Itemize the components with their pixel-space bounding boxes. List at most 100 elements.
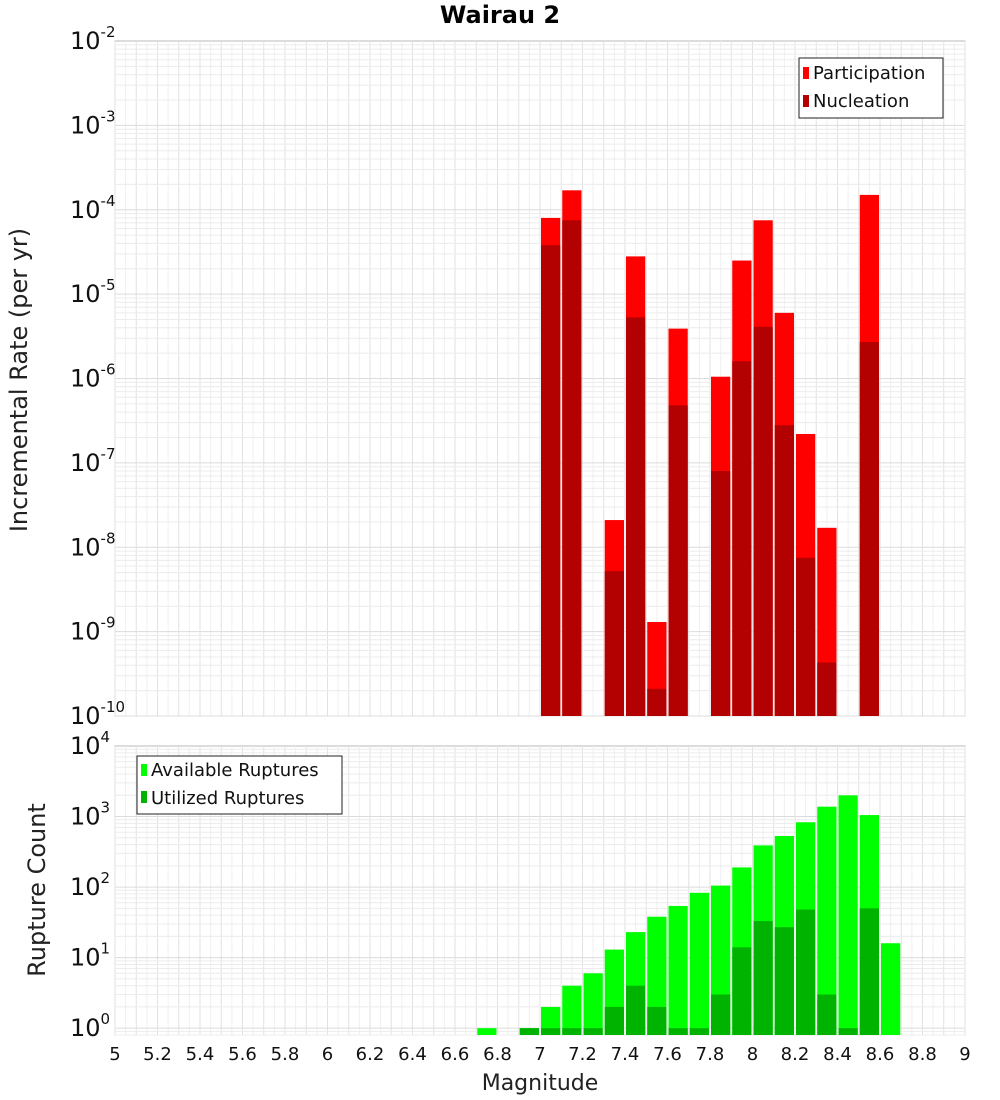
x-tick-label: 8 <box>747 1044 758 1065</box>
x-tick-label: 6.4 <box>398 1044 427 1065</box>
x-tick-label: 7.4 <box>611 1044 640 1065</box>
bottom-bar-available-ruptures <box>881 943 901 1035</box>
bottom-bar-utilized-ruptures <box>838 1028 858 1035</box>
x-tick-label: 8.4 <box>823 1044 852 1065</box>
legend-label-nucleation: Nucleation <box>813 91 909 112</box>
top-legend-box <box>798 57 944 119</box>
bottom-bar-utilized-ruptures <box>541 1028 561 1035</box>
top-y-tick-label: 10-6 <box>70 361 116 393</box>
legend-swatch-available-ruptures <box>141 764 147 776</box>
bottom-y-ticks: 100 101 102 103 104 <box>70 728 110 1042</box>
x-tick-label: 6.8 <box>483 1044 512 1065</box>
x-axis-label: Magnitude <box>482 1071 599 1096</box>
x-tick-label: 7 <box>534 1044 545 1065</box>
top-y-tick-label: 10-3 <box>70 107 116 139</box>
bottom-bar-available-ruptures <box>668 905 688 1035</box>
top-bar-nucleation <box>817 662 837 716</box>
x-tick-label: 5.2 <box>143 1044 172 1065</box>
top-y-tick-label: 10-5 <box>70 276 116 308</box>
top-bars <box>541 190 879 717</box>
x-tick-label: 5.4 <box>186 1044 215 1065</box>
bottom-bar-utilized-ruptures <box>519 1028 539 1035</box>
top-y-tick-label: 10-7 <box>70 445 116 477</box>
bottom-y-tick-label: 104 <box>70 728 110 760</box>
top-bar-nucleation <box>796 557 816 716</box>
x-tick-label: 7.2 <box>568 1044 597 1065</box>
x-tick-label: 5.8 <box>271 1044 300 1065</box>
top-bar-nucleation <box>668 405 688 716</box>
top-y-axis-label: Incremental Rate (per yr) <box>5 228 33 532</box>
top-bar-nucleation <box>711 471 731 716</box>
top-y-tick-label: 10-8 <box>70 529 116 561</box>
bottom-bar-available-ruptures <box>583 973 603 1035</box>
bottom-bar-utilized-ruptures <box>817 994 837 1035</box>
bottom-bar-available-ruptures <box>838 795 858 1035</box>
bottom-bar-available-ruptures <box>647 916 667 1035</box>
bottom-legend: Available Ruptures Utilized Ruptures <box>136 755 343 815</box>
bottom-y-axis-label: Rupture Count <box>23 803 51 977</box>
chart-title: Wairau 2 <box>440 1 560 29</box>
bottom-bar-available-ruptures <box>477 1028 497 1035</box>
bottom-bar-utilized-ruptures <box>626 985 646 1035</box>
top-bar-nucleation <box>753 326 773 716</box>
bottom-bar-utilized-ruptures <box>647 1006 667 1035</box>
top-bar-nucleation <box>562 220 582 717</box>
x-tick-label: 7.6 <box>653 1044 682 1065</box>
top-bar-nucleation <box>774 425 794 716</box>
bottom-bar-utilized-ruptures <box>796 909 816 1035</box>
top-legend: Participation Nucleation <box>798 57 944 119</box>
bottom-legend-box <box>136 755 343 815</box>
x-tick-label: 6.2 <box>356 1044 385 1065</box>
bottom-y-tick-label: 100 <box>70 1010 110 1042</box>
x-tick-label: 6.6 <box>441 1044 470 1065</box>
x-tick-label: 6 <box>322 1044 333 1065</box>
bottom-bar-utilized-ruptures <box>774 927 794 1035</box>
bottom-bar-utilized-ruptures <box>732 947 752 1035</box>
top-y-tick-label: 10-9 <box>70 614 116 646</box>
top-bar-nucleation <box>541 245 561 717</box>
top-y-tick-label: 10-2 <box>70 23 116 55</box>
top-grid <box>114 41 966 717</box>
top-bar-nucleation <box>732 361 752 716</box>
top-bar-nucleation <box>604 571 624 716</box>
bottom-panel: 100 101 102 103 104 5 5.2 5.4 5.6 5.8 6 6.2 6.4 6.6 6… <box>23 728 971 1096</box>
legend-label-available-ruptures: Available Ruptures <box>151 760 319 781</box>
legend-swatch-utilized-ruptures <box>141 791 147 803</box>
x-tick-label: 5.6 <box>228 1044 257 1065</box>
top-y-tick-label: 10-4 <box>70 192 116 224</box>
bottom-bar-utilized-ruptures <box>604 1006 624 1035</box>
x-tick-label: 8.2 <box>781 1044 810 1065</box>
legend-label-utilized-ruptures: Utilized Ruptures <box>151 788 304 809</box>
bottom-bar-utilized-ruptures <box>583 1028 603 1035</box>
x-tick-label: 5 <box>109 1044 120 1065</box>
top-panel: 10-10 10-9 10-8 10-7 10-6 10-5 10-4 10-3 10-2 In… <box>5 23 966 730</box>
legend-swatch-participation <box>803 67 809 79</box>
x-ticks: 5 5.2 5.4 5.6 5.8 6 6.2 6.4 6.6 6.8 7 7.2 7.4 7.6 7.8 8… <box>109 1044 970 1065</box>
bottom-bar-available-ruptures <box>817 806 837 1035</box>
legend-label-participation: Participation <box>813 63 925 84</box>
bottom-bar-utilized-ruptures <box>711 994 731 1035</box>
top-y-ticks: 10-10 10-9 10-8 10-7 10-6 10-5 10-4 10-3 10-2 <box>70 23 125 730</box>
top-y-tick-label: 10-10 <box>70 698 125 730</box>
bottom-bars <box>477 795 901 1035</box>
bottom-bar-available-ruptures <box>541 1006 561 1035</box>
bottom-y-tick-label: 101 <box>70 940 110 972</box>
bottom-bar-utilized-ruptures <box>562 1028 582 1035</box>
legend-swatch-nucleation <box>803 95 809 107</box>
bottom-bar-utilized-ruptures <box>753 921 773 1035</box>
x-tick-label: 9 <box>959 1044 970 1065</box>
top-bar-nucleation <box>859 342 879 716</box>
top-bar-nucleation <box>647 688 667 716</box>
bottom-bar-utilized-ruptures <box>689 1028 709 1035</box>
bottom-bar-available-ruptures <box>562 985 582 1035</box>
bottom-y-tick-label: 103 <box>70 799 110 831</box>
bottom-y-tick-label: 102 <box>70 869 110 901</box>
x-tick-label: 8.6 <box>866 1044 895 1065</box>
top-bar-nucleation <box>626 317 646 716</box>
bottom-bar-utilized-ruptures <box>668 1028 688 1035</box>
x-tick-label: 7.8 <box>696 1044 725 1065</box>
bottom-bar-available-ruptures <box>689 892 709 1035</box>
bottom-bar-utilized-ruptures <box>859 908 879 1035</box>
x-tick-label: 8.8 <box>908 1044 937 1065</box>
